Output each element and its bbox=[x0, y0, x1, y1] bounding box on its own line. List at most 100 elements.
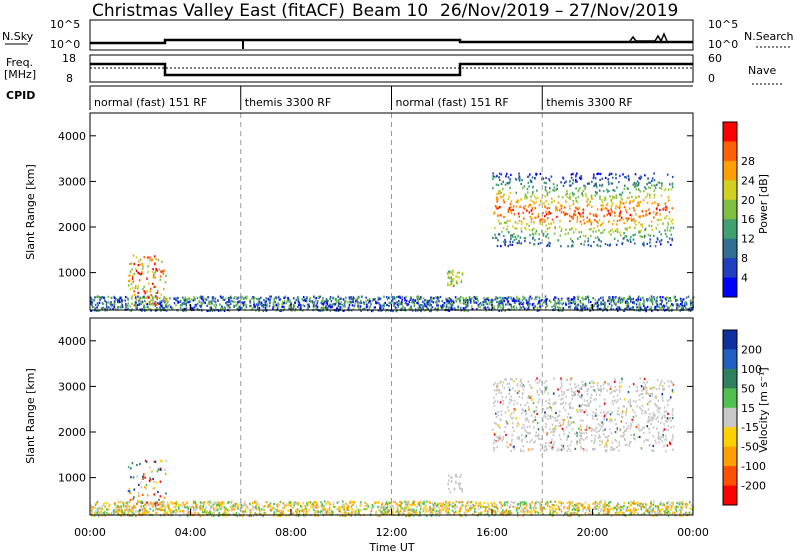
echo-cell bbox=[123, 505, 125, 507]
echo-cell bbox=[588, 295, 590, 297]
echo-cell bbox=[229, 301, 231, 303]
echo-cell bbox=[378, 501, 380, 503]
echo-cell bbox=[165, 275, 167, 277]
echo-cell bbox=[500, 307, 502, 309]
echo-cell bbox=[402, 507, 404, 509]
echo-cell bbox=[159, 508, 161, 510]
echo-cell bbox=[160, 469, 162, 471]
echo-cell bbox=[317, 302, 319, 304]
echo-cell bbox=[529, 216, 531, 218]
echo-cell bbox=[652, 202, 654, 204]
echo-cell bbox=[485, 506, 487, 508]
echo-cell bbox=[610, 301, 612, 303]
echo-cell bbox=[584, 305, 586, 307]
echo-cell bbox=[650, 235, 652, 237]
echo-cell bbox=[538, 512, 540, 514]
echo-cell bbox=[594, 195, 596, 197]
echo-cell bbox=[622, 410, 624, 412]
echo-cell bbox=[137, 287, 139, 289]
echo-cell bbox=[204, 501, 206, 503]
echo-cell bbox=[573, 231, 575, 233]
echo-cell bbox=[508, 182, 510, 184]
echo-cell bbox=[210, 507, 212, 509]
echo-cell bbox=[540, 219, 542, 221]
echo-cell bbox=[691, 504, 693, 506]
echo-cell bbox=[533, 509, 535, 511]
freq-trace bbox=[90, 64, 693, 75]
echo-cell bbox=[538, 216, 540, 218]
echo-cell bbox=[121, 505, 123, 507]
echo-cell bbox=[619, 306, 621, 308]
echo-cell bbox=[125, 305, 127, 307]
echo-cell bbox=[606, 389, 608, 391]
echo-cell bbox=[374, 298, 376, 300]
echo-cell bbox=[538, 238, 540, 240]
echo-cell bbox=[623, 202, 625, 204]
echo-cell bbox=[99, 296, 101, 298]
echo-cell bbox=[340, 306, 342, 308]
echo-cell bbox=[168, 503, 170, 505]
echo-cell bbox=[545, 295, 547, 297]
echo-cell bbox=[542, 404, 544, 406]
echo-cell bbox=[511, 209, 513, 211]
echo-cell bbox=[446, 303, 448, 305]
echo-cell bbox=[147, 257, 149, 259]
echo-cell bbox=[598, 506, 600, 508]
echo-cell bbox=[507, 504, 509, 506]
echo-cell bbox=[565, 201, 567, 203]
echo-cell bbox=[396, 503, 398, 505]
echo-cell bbox=[128, 284, 130, 286]
echo-cell bbox=[203, 511, 205, 513]
echo-cell bbox=[151, 503, 153, 505]
echo-cell bbox=[523, 302, 525, 304]
echo-cell bbox=[622, 506, 624, 508]
echo-cell bbox=[369, 300, 371, 302]
echo-cell bbox=[558, 298, 560, 300]
echo-cell bbox=[237, 505, 239, 507]
echo-cell bbox=[508, 196, 510, 198]
echo-cell bbox=[385, 507, 387, 509]
echo-cell bbox=[389, 297, 391, 299]
echo-cell bbox=[626, 217, 628, 219]
echo-cell bbox=[96, 509, 98, 511]
echo-cell bbox=[519, 206, 521, 208]
echo-cell bbox=[558, 239, 560, 241]
nave-tick-bottom: 0 bbox=[708, 72, 715, 85]
echo-cell bbox=[599, 505, 601, 507]
echo-cell bbox=[151, 471, 153, 473]
echo-cell bbox=[657, 505, 659, 507]
echo-cell bbox=[668, 196, 670, 198]
echo-cell bbox=[96, 512, 98, 514]
echo-cell bbox=[523, 298, 525, 300]
echo-cell bbox=[236, 296, 238, 298]
echo-cell bbox=[497, 297, 499, 299]
echo-cell bbox=[475, 503, 477, 505]
echo-cell bbox=[600, 240, 602, 242]
echo-cell bbox=[303, 296, 305, 298]
echo-cell bbox=[608, 190, 610, 192]
echo-cell bbox=[492, 237, 494, 239]
echo-cell bbox=[384, 504, 386, 506]
echo-cell bbox=[372, 300, 374, 302]
echo-cell bbox=[548, 237, 550, 239]
echo-cell bbox=[195, 509, 197, 511]
echo-cell bbox=[200, 508, 202, 510]
echo-cell bbox=[501, 173, 503, 175]
echo-cell bbox=[617, 413, 619, 415]
echo-cell bbox=[394, 306, 396, 308]
echo-cell bbox=[187, 508, 189, 510]
echo-cell bbox=[324, 505, 326, 507]
echo-cell bbox=[125, 296, 127, 298]
nsearch-label: N.Search bbox=[744, 30, 794, 43]
echo-cell bbox=[120, 501, 122, 503]
echo-cell bbox=[467, 504, 469, 506]
nsky-label: N.Sky bbox=[2, 30, 34, 43]
echo-cell bbox=[563, 307, 565, 309]
echo-cell bbox=[377, 506, 379, 508]
echo-cell bbox=[657, 237, 659, 239]
echo-cell bbox=[654, 185, 656, 187]
echo-cell bbox=[549, 300, 551, 302]
echo-cell bbox=[602, 205, 604, 207]
echo-cell bbox=[184, 506, 186, 508]
echo-cell bbox=[152, 304, 154, 306]
